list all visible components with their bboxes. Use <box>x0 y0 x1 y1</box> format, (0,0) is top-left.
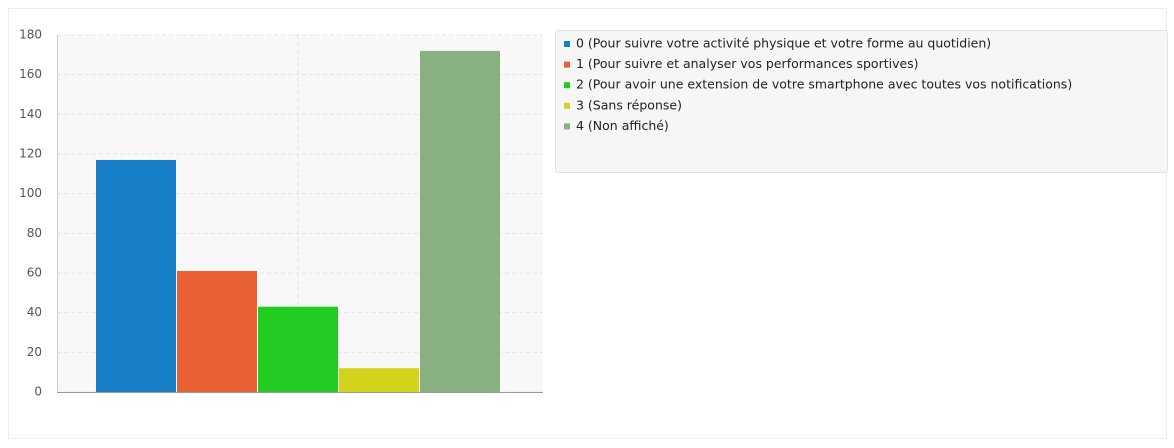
bar <box>177 271 257 392</box>
legend-box <box>555 30 1168 173</box>
legend-label: 2 (Pour avoir une extension de votre sma… <box>576 77 1072 92</box>
legend-swatch <box>564 102 570 109</box>
y-tick-label: 140 <box>19 107 42 121</box>
legend-label: 4 (Non affiché) <box>576 118 669 133</box>
bar <box>96 159 176 392</box>
y-tick-label: 20 <box>27 345 42 359</box>
y-tick-label: 160 <box>19 67 42 81</box>
bar <box>339 368 419 392</box>
legend-swatch <box>564 61 570 68</box>
legend-label: 3 (Sans réponse) <box>576 97 682 112</box>
y-tick-label: 80 <box>27 226 42 240</box>
y-tick-label: 100 <box>19 186 42 200</box>
bar <box>420 50 500 392</box>
y-tick-label: 60 <box>27 266 42 280</box>
y-tick-label: 180 <box>19 28 42 42</box>
y-tick-label: 40 <box>27 305 42 319</box>
y-tick-label: 0 <box>34 385 42 399</box>
legend-swatch <box>564 41 570 47</box>
legend-label: 1 (Pour suivre et analyser vos performan… <box>576 56 919 71</box>
bar <box>258 306 338 392</box>
legend-swatch <box>564 82 570 89</box>
legend-swatch <box>564 123 570 130</box>
legend-label: 0 (Pour suivre votre activité physique e… <box>576 36 991 51</box>
y-tick-label: 120 <box>19 147 42 161</box>
legend: 0 (Pour suivre votre activité physique e… <box>564 36 1072 133</box>
